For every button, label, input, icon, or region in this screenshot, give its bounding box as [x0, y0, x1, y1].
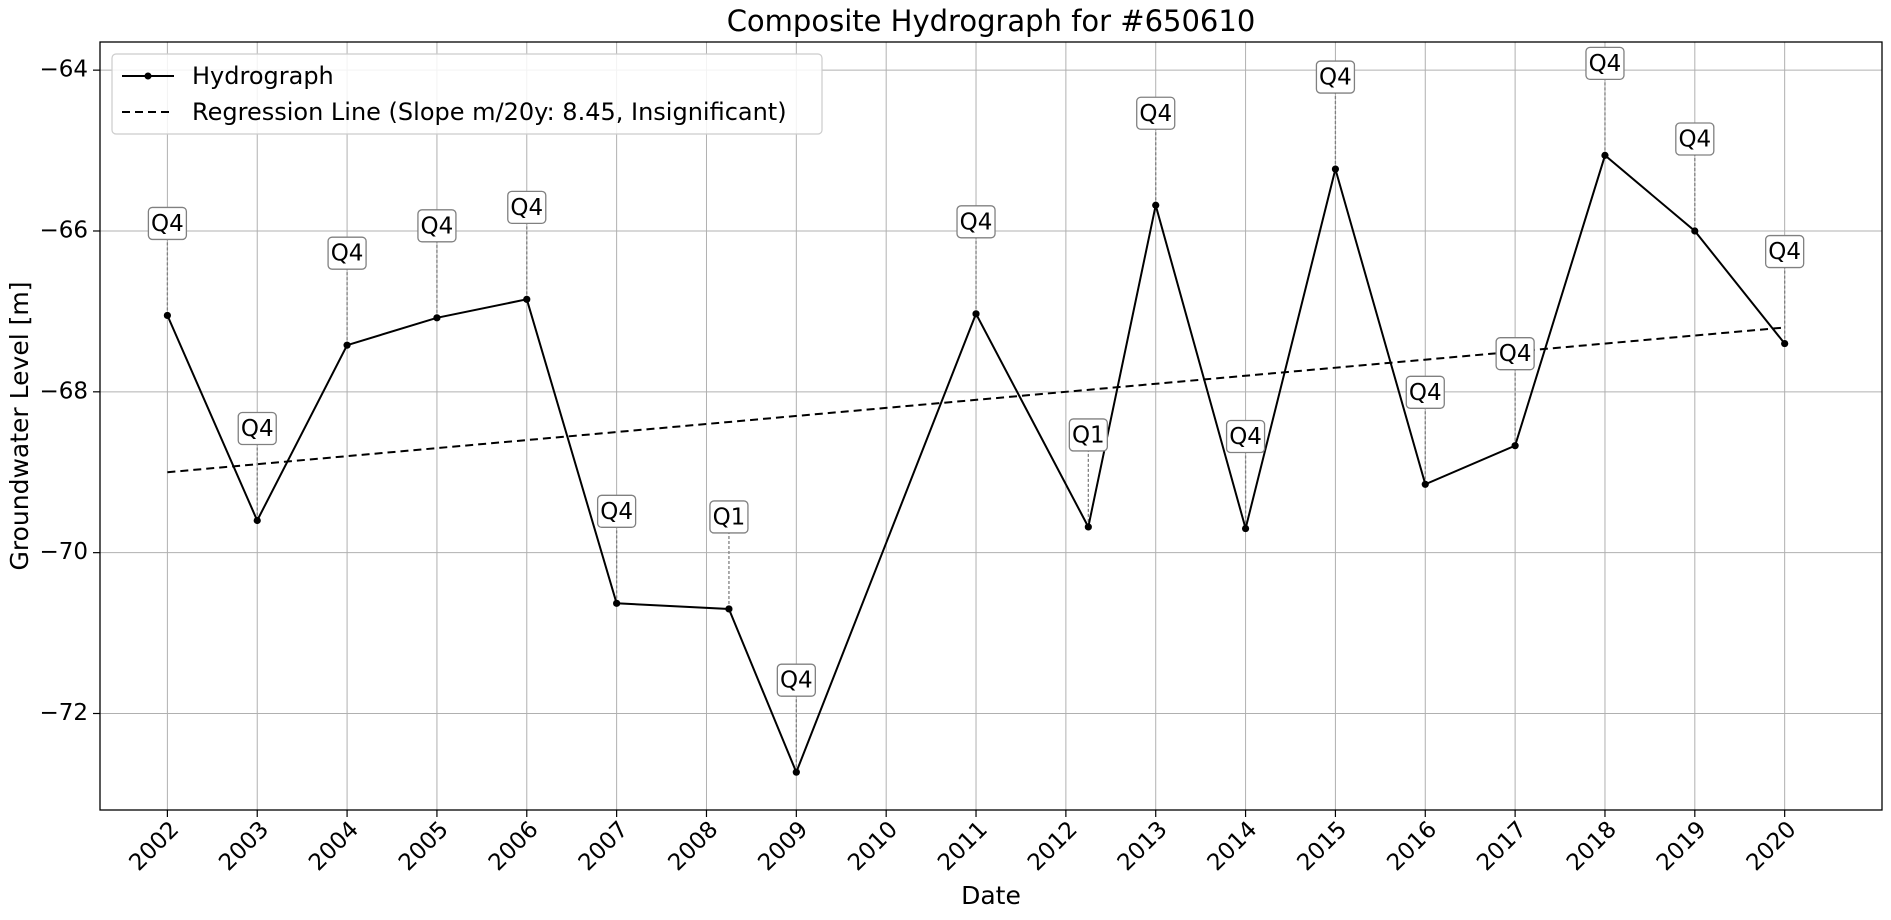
hydrograph-point: [163, 311, 171, 320]
hydrograph-point: [1421, 480, 1429, 488]
hydrograph-point: [523, 295, 531, 303]
quarter-label-box: [147, 206, 188, 241]
quarter-label: Q4: [421, 213, 454, 239]
quarter-label: Q4: [600, 499, 633, 525]
hydrograph-point: [253, 516, 261, 525]
x-tick-label: 2014: [1203, 816, 1263, 876]
quarter-label: Q1: [713, 504, 746, 530]
quarter-label-box: [237, 411, 277, 446]
x-tick-label: 2011: [933, 816, 993, 876]
x-tick-label: 2008: [664, 816, 724, 876]
quarter-label: Q4: [960, 209, 993, 235]
quarter-label-box: [596, 494, 637, 528]
quarter-label-box: [956, 205, 996, 239]
x-tick-label: 2018: [1562, 816, 1622, 876]
x-tick-label: 2003: [214, 816, 274, 876]
hydrograph-point: [725, 605, 733, 613]
quarter-label: Q4: [780, 668, 813, 694]
quarter-label-box: [1405, 375, 1445, 409]
x-tick-label: 2020: [1742, 816, 1802, 876]
hydrograph-point: [1511, 442, 1519, 450]
plot-frame: [99, 41, 1883, 811]
annotation-stems: [166, 77, 1786, 773]
quarter-label-box: [1585, 46, 1625, 81]
hydrograph-point: [1084, 523, 1092, 531]
grid-lines: [100, 42, 1882, 810]
quarter-label: Q4: [331, 241, 364, 267]
hydrograph-line: [166, 153, 1786, 775]
x-tick-label: 2013: [1113, 816, 1173, 876]
legend-hydrograph-label: Hydrograph: [192, 62, 334, 90]
y-tick-label: −68: [39, 378, 88, 404]
x-tick-label: 2006: [484, 816, 544, 876]
quarter-labels: Q4 Q4 Q4 Q4 Q4 Q4 Q1 Q4 Q4 Q1 Q4 Q4 Q4 Q4 Q4 Q4 Q4 Q4: [147, 46, 1805, 697]
quarter-label-box: [1765, 234, 1805, 269]
x-tick-label: 2004: [304, 816, 364, 876]
quarter-label-box: [1225, 419, 1266, 454]
quarter-label: Q1: [1072, 422, 1105, 448]
quarter-label-box: [1315, 60, 1356, 94]
hydrograph-point: [1331, 165, 1340, 173]
y-tick-label: −66: [39, 217, 88, 243]
x-axis-label: Date: [961, 881, 1021, 910]
legend: Hydrograph Regression Line (Slope m/20y:…: [111, 53, 823, 135]
quarter-label: Q4: [1139, 101, 1172, 127]
quarter-label: Q4: [1409, 380, 1442, 406]
quarter-label: Q4: [510, 195, 543, 221]
quarter-label: Q4: [241, 416, 274, 442]
quarter-label: Q4: [1678, 126, 1711, 152]
hydrograph-point: [433, 314, 441, 322]
quarter-label-box: [1495, 337, 1535, 371]
quarter-label-box: [776, 663, 816, 697]
x-tick-label: 2015: [1292, 816, 1352, 876]
x-tick-label: 2012: [1023, 816, 1083, 876]
y-tick-label: −64: [39, 57, 88, 83]
hydrograph-point: [613, 599, 621, 607]
quarter-label: Q4: [1499, 341, 1532, 367]
x-tick-label: 2016: [1382, 816, 1442, 876]
x-tick-label: 2009: [753, 816, 813, 876]
hydrograph-point: [972, 310, 980, 318]
hydrograph-point: [1152, 201, 1160, 209]
hydrograph-point: [1691, 227, 1699, 235]
hydrograph-point: [792, 768, 800, 776]
legend-regression-label: Regression Line (Slope m/20y: 8.45, Insi…: [192, 98, 787, 126]
quarter-label-box: [709, 500, 749, 534]
quarter-label-box: [1068, 418, 1108, 452]
quarter-label: Q4: [1768, 239, 1801, 265]
quarter-label: Q4: [1589, 51, 1622, 77]
hydrograph-point: [1601, 151, 1609, 159]
quarter-label-box: [507, 190, 547, 224]
legend-hydrograph-marker: [144, 72, 152, 80]
quarter-label-box: [417, 209, 457, 243]
hydrograph-point: [343, 341, 351, 349]
axis-ticks: 2002 2003 2004 2005 2006 2007 2008 2009 2010 2011…: [39, 57, 1801, 877]
quarter-label-box: [1675, 122, 1715, 156]
quarter-label-box: [1136, 96, 1176, 130]
quarter-label: Q4: [1319, 65, 1352, 91]
x-tick-label: 2017: [1472, 816, 1532, 876]
y-axis-label: Groundwater Level [m]: [5, 282, 34, 571]
x-tick-label: 2019: [1652, 816, 1712, 876]
hydrograph-point: [1241, 524, 1250, 533]
hydrograph-point: [1781, 339, 1789, 348]
legend-box: [111, 53, 823, 135]
chart-title: Composite Hydrograph for #650610: [727, 4, 1256, 38]
quarter-label: Q4: [151, 211, 184, 237]
x-tick-label: 2002: [124, 816, 184, 876]
y-tick-label: −70: [39, 539, 88, 565]
quarter-label: Q4: [1229, 424, 1262, 450]
x-tick-label: 2005: [394, 816, 454, 876]
quarter-label-box: [327, 236, 367, 270]
x-tick-label: 2010: [843, 816, 903, 876]
hydrograph-layer: [163, 151, 1789, 776]
x-tick-label: 2007: [574, 816, 634, 876]
y-tick-label: −72: [39, 700, 88, 726]
